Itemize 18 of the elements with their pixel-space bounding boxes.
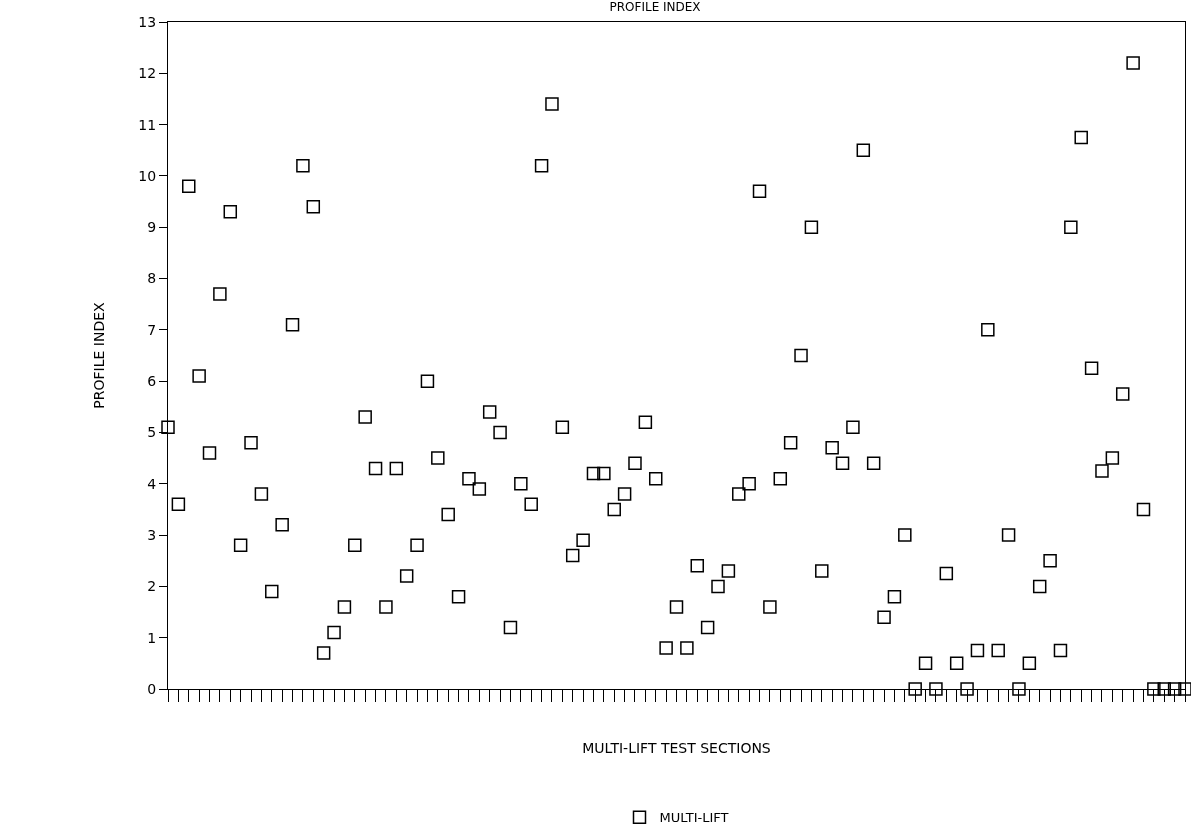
y-tick-label: 3 <box>147 526 157 543</box>
y-tick-label: 8 <box>147 270 157 287</box>
y-tick-label: 1 <box>147 629 157 646</box>
chart-title: PROFILE INDEX <box>609 0 701 14</box>
x-axis-title: MULTI-LIFT TEST SECTIONS <box>582 740 771 757</box>
y-tick-label: 13 <box>138 13 157 30</box>
y-tick-label: 10 <box>138 167 157 184</box>
y-tick-label: 12 <box>138 65 157 82</box>
y-tick-label: 5 <box>147 424 157 441</box>
y-axis-title: PROFILE INDEX <box>90 301 107 409</box>
y-tick-label: 6 <box>147 373 157 390</box>
y-tick-label: 0 <box>147 680 157 697</box>
legend-label: MULTI-LIFT <box>659 810 729 826</box>
y-tick-label: 2 <box>147 578 157 595</box>
y-tick-label: 9 <box>147 219 157 236</box>
y-tick-label: 4 <box>147 475 157 492</box>
y-tick-label: 7 <box>147 321 157 338</box>
y-tick-label: 11 <box>138 116 157 133</box>
